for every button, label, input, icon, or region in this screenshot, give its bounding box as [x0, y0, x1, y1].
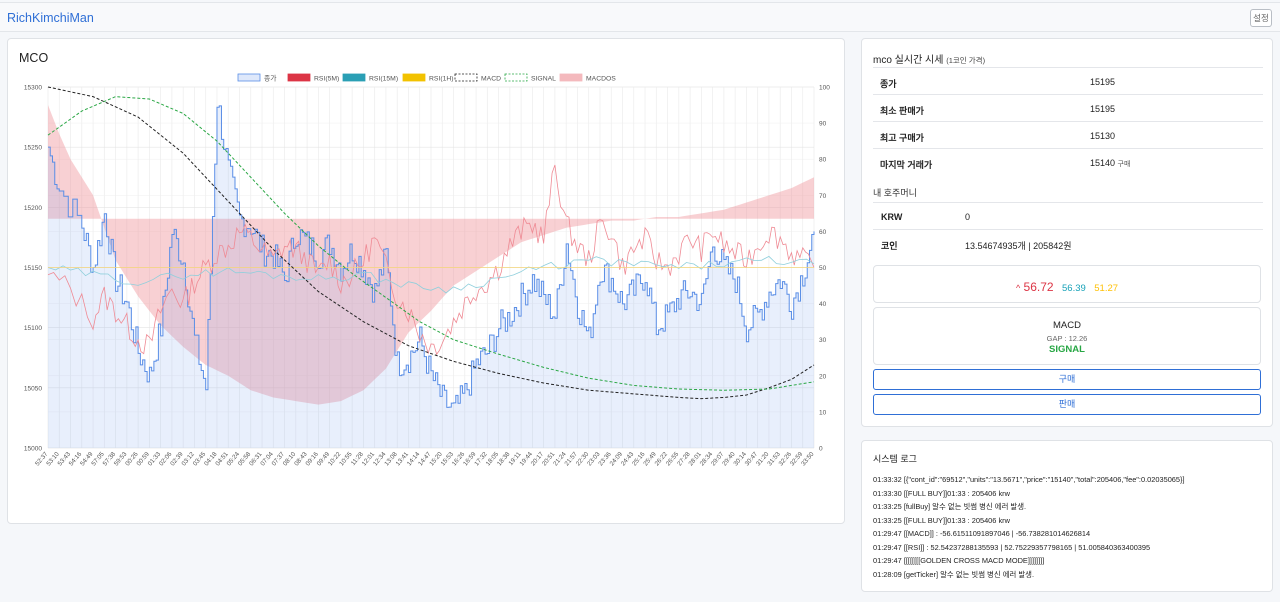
y-right-tick-label: 10 [819, 409, 827, 416]
sell-button[interactable]: 판매 [873, 394, 1261, 415]
rsi-15m-value: 56.39 [1062, 283, 1086, 294]
y-right-tick-label: 60 [819, 229, 827, 236]
trade-type-note: 구매 [1117, 161, 1131, 168]
ticker-row-value: 15195 [1090, 77, 1116, 87]
legend-swatch [342, 73, 366, 82]
log-line: 01:33:25 [[FULL BUY]]01:33 : 205406 krw [873, 515, 1010, 525]
y-right-tick-label: 80 [819, 157, 827, 164]
legend-label: MACD [481, 76, 501, 83]
y-right-tick-label: 40 [819, 301, 827, 308]
legend-swatch [287, 73, 311, 82]
y-left-tick-label: 15050 [24, 385, 42, 392]
system-log-title: 시스템 로그 [873, 454, 917, 464]
legend-label: MACDOS [586, 76, 616, 83]
y-right-tick-label: 30 [819, 337, 827, 344]
ticker-row-close: 종가 15195 [873, 67, 1263, 94]
rsi-1h-value: 51.27 [1094, 283, 1119, 294]
legend-swatch [559, 73, 583, 82]
wallet-row-value: 13.54674935개 | 205842원 [965, 241, 1072, 251]
macd-summary: MACD GAP : 12.26 SIGNAL [873, 307, 1261, 365]
navbar: RichKimchiMan 설정 [0, 2, 1280, 32]
y-right-tick-label: 90 [819, 121, 827, 128]
y-left-tick-label: 15250 [24, 145, 42, 152]
legend-swatch [237, 73, 261, 82]
y-left-tick-label: 15150 [24, 265, 42, 272]
y-left-tick-label: 15100 [24, 325, 42, 332]
close-area [48, 105, 814, 448]
log-line: 01:29:47 [[RSI]] : 52.54237288135593 | 5… [873, 542, 1151, 552]
ticker-row-value: 15130 [1090, 131, 1116, 141]
settings-button[interactable]: 설정 [1250, 9, 1272, 27]
log-line: 01:33:32 [{"cont_id":"69512","units":"13… [873, 475, 1185, 484]
buy-button[interactable]: 구매 [873, 369, 1261, 390]
y-left-tick-label: 15300 [24, 85, 42, 92]
legend-swatch [504, 73, 528, 82]
wallet-row-label: 코인 [881, 241, 898, 251]
y-right-tick-label: 0 [819, 446, 823, 453]
legend-label: 종가 [264, 74, 277, 83]
close-line [48, 105, 815, 408]
ticker-row-last-trade: 마지막 거래가 15140 구매 [873, 148, 1263, 175]
macdos-area [48, 105, 814, 405]
legend-swatch [454, 73, 478, 82]
ticker-row-value: 15195 [1090, 104, 1116, 114]
ticker-row-label: 최고 구매가 [880, 133, 924, 143]
wallet-row-label: KRW [881, 212, 903, 222]
rsi-5m-line [47, 164, 815, 356]
system-log-list[interactable]: 01:33:32 [{"cont_id":"69512","units":"13… [873, 473, 1268, 581]
legend-label: SIGNAL [531, 76, 556, 83]
chart-title: MCO [19, 51, 49, 65]
system-log-card: 시스템 로그 01:33:32 [{"cont_id":"69512","uni… [861, 440, 1273, 592]
ticker-row-min-sell: 최소 판매가 15195 [873, 94, 1263, 121]
rsi-5m-value: ^ 56.72 [1015, 280, 1054, 294]
y-left-tick-label: 15000 [24, 446, 42, 453]
macd-line [47, 86, 815, 400]
price-chart: 15000 15050 15100 15150 15200 15250 15300 0 10 20… [24, 73, 830, 468]
wallet-row-value: 0 [965, 212, 971, 222]
ticker-title-text: mco 실시간 시세 [873, 55, 944, 66]
macd-state: SIGNAL [1049, 344, 1085, 355]
wallet-label: 내 호주머니 [873, 188, 917, 198]
rsi-15m-line [47, 255, 815, 294]
log-line: 01:29:47 [[[[[[[[GOLDEN CROSS MACD MODE]… [873, 556, 1045, 565]
ticker-card: mco 실시간 시세 (1코인 가격) 종가 15195 최소 판매가 1519… [861, 38, 1273, 427]
ticker-title-note: (1코인 가격) [946, 56, 986, 65]
ticker-row-max-buy: 최고 구매가 15130 [873, 121, 1263, 148]
y-right-tick-label: 50 [819, 265, 827, 272]
legend-label: RSI(1H) [429, 76, 454, 83]
ticker-row-label: 마지막 거래가 [880, 160, 933, 170]
legend-swatch [402, 73, 426, 82]
log-line: 01:29:47 [[MACD]] : -56.61511091897046 |… [873, 529, 1091, 538]
y-left-tick-label: 15200 [24, 205, 42, 212]
wallet-row-coin: 코인 13.54674935개 | 205842원 [873, 229, 1263, 256]
legend-label: RSI(15M) [369, 76, 398, 83]
chart-card: MCO 15000 15050 15100 15150 15200 15250 15300 0… [7, 38, 845, 524]
log-line: 01:33:30 [[FULL BUY]]01:33 : 205406 krw [873, 488, 1010, 498]
ticker-row-value: 15140 구매 [1090, 158, 1131, 168]
y-right-tick-label: 70 [819, 193, 827, 200]
ticker-row-label: 최소 판매가 [880, 106, 924, 116]
log-line: 01:33:25 [fullBuy] 알수 없는 빗썸 병신 에러 발생. [873, 502, 1027, 511]
log-line: 01:28:09 [getTicker] 알수 없는 빗썸 병신 에러 발생. [873, 569, 1035, 579]
y-right-tick-label: 20 [819, 373, 827, 380]
rsi-summary: ^ 56.72 56.39 51.27 [873, 265, 1261, 303]
legend-label: RSI(5M) [314, 76, 339, 83]
x-tick-label: 33:50 [800, 450, 816, 467]
wallet-row-krw: KRW 0 [873, 202, 1263, 229]
y-right-tick-label: 100 [819, 85, 830, 92]
up-arrow-icon: ^ [1015, 283, 1021, 293]
macd-gap: GAP : 12.26 [1046, 334, 1088, 343]
ticker-title: mco 실시간 시세 (1코인 가격) [873, 51, 985, 66]
brand-link[interactable]: RichKimchiMan [7, 11, 94, 25]
macd-label: MACD [1053, 320, 1081, 331]
ticker-row-label: 종가 [880, 79, 897, 89]
